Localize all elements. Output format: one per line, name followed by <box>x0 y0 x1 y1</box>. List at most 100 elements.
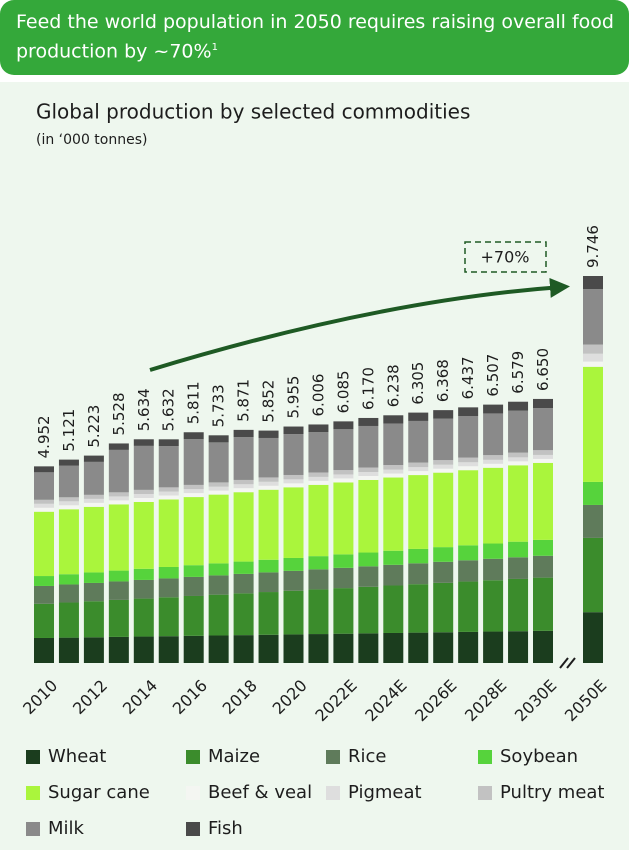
x-tick-label: 2050E <box>561 676 610 725</box>
legend-label: Wheat <box>48 746 106 767</box>
bar-segment <box>408 467 429 472</box>
bar-segment <box>408 475 429 549</box>
bar-segment <box>208 575 229 595</box>
bar-segment <box>408 563 429 585</box>
bar-segment <box>58 509 79 575</box>
bar-segment <box>583 612 603 663</box>
legend-label: Fish <box>208 818 243 839</box>
total-label: 6.650 <box>534 348 552 391</box>
bar-segment <box>258 559 279 573</box>
bar-segment <box>283 474 304 480</box>
bar-segment <box>433 410 454 419</box>
bar-segment <box>108 449 129 493</box>
bar-segment <box>208 442 229 483</box>
legend-label: Soybean <box>500 746 578 767</box>
bar-segment <box>458 560 479 582</box>
bar-segment <box>183 484 204 490</box>
total-label: 5.852 <box>260 380 278 423</box>
bar-segment <box>83 455 104 462</box>
bar-segment <box>458 470 479 546</box>
bar-segment <box>158 597 179 637</box>
total-label: 6.368 <box>434 359 452 402</box>
x-tick-label: 2026E <box>411 676 460 725</box>
bar-segment <box>83 506 104 573</box>
bar-segment <box>208 482 229 487</box>
total-label: 5.955 <box>285 376 303 419</box>
bar-segment <box>208 563 229 576</box>
bar-segment <box>283 483 304 488</box>
bar-segment <box>458 407 479 417</box>
bar-segment <box>283 570 304 591</box>
bar-segment <box>508 465 529 542</box>
bar-segment <box>108 500 129 505</box>
x-tick-label: 2014 <box>119 676 161 718</box>
bar-segment <box>408 548 429 564</box>
bar-segment <box>533 555 553 578</box>
bar-segment <box>483 558 504 581</box>
annotation: +70% <box>481 248 530 267</box>
bar-segment <box>258 437 279 478</box>
legend-label: Milk <box>48 818 85 839</box>
bar-segment <box>583 276 603 290</box>
bar-segment <box>458 581 479 632</box>
total-label: 6.305 <box>409 362 427 405</box>
bar-segment <box>333 482 354 555</box>
bar-segment <box>83 572 104 583</box>
bar-segment <box>583 289 603 345</box>
bar-segment <box>183 565 204 577</box>
bar-segment <box>308 424 329 433</box>
bar-segment <box>108 443 129 450</box>
bar-segment <box>183 635 204 663</box>
bar-segment <box>483 580 504 632</box>
bar-segment <box>158 495 179 500</box>
bar-segment <box>34 585 54 604</box>
total-label: 5.223 <box>85 405 103 448</box>
bar-segment <box>383 632 404 663</box>
bar-segment <box>358 586 379 634</box>
bar-segment <box>233 488 254 493</box>
bar-segment <box>433 472 454 548</box>
bar-segment <box>308 556 329 570</box>
bar-segment <box>458 462 479 467</box>
bar-segment <box>333 470 354 475</box>
bar-segment <box>383 415 404 424</box>
bar-segment <box>433 582 454 633</box>
bar-segment <box>358 633 379 663</box>
bar-segment <box>133 568 154 580</box>
bar-segment <box>34 503 54 508</box>
total-label: 9.746 <box>584 225 602 268</box>
bar-segment <box>58 501 79 506</box>
bar-segment <box>483 455 504 460</box>
x-tick-label: 2010 <box>19 676 61 718</box>
bar-segment <box>433 561 454 583</box>
x-tick-label: 2030E <box>511 676 560 725</box>
legend-label: Maize <box>208 746 260 767</box>
bar-segment <box>333 633 354 663</box>
bar-segment <box>233 561 254 574</box>
bar-segment <box>458 545 479 561</box>
bar-segment <box>258 592 279 635</box>
bar-segment <box>508 631 529 663</box>
bar-segment <box>158 499 179 567</box>
bar-segment <box>208 494 229 564</box>
bar-segment <box>533 408 553 451</box>
bar-segment <box>34 499 54 504</box>
bar-segment <box>383 564 404 586</box>
bar-segment <box>58 465 79 498</box>
bar-segment <box>83 502 104 507</box>
bar-segment <box>283 487 304 558</box>
bar-segment <box>583 353 603 362</box>
legend-swatch <box>186 786 200 800</box>
bar-segment <box>433 632 454 663</box>
bar-segment <box>83 498 104 503</box>
bar-segment <box>108 492 129 497</box>
bar-segment <box>408 584 429 633</box>
bar-segment <box>408 462 429 468</box>
bar-segment <box>283 479 304 484</box>
bar-segment <box>133 579 154 599</box>
bar-segment <box>358 479 379 553</box>
legend-swatch <box>26 750 40 764</box>
bar-segment <box>58 497 79 502</box>
bar-segment <box>34 472 54 500</box>
bar-segment <box>34 637 54 663</box>
